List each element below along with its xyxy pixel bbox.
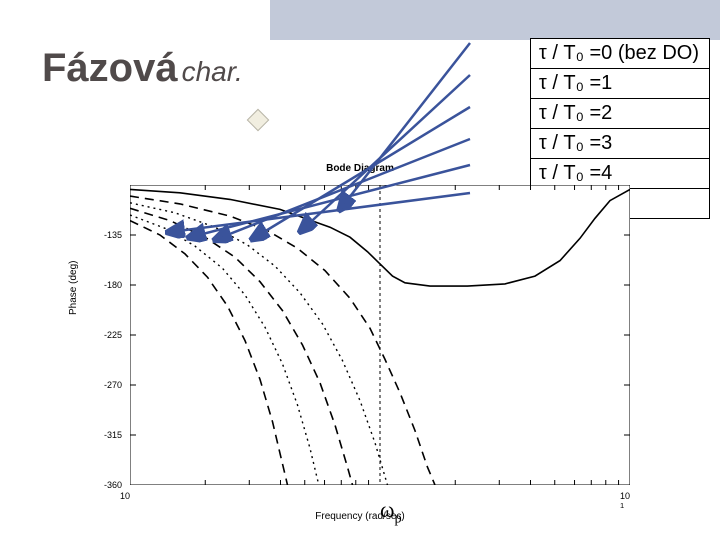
title-main: Fázová: [42, 46, 178, 90]
bode-chart: Bode Diagram Phase (deg) Frequency (rad/…: [60, 135, 660, 530]
x-tick: 10: [120, 491, 130, 501]
y-tick: -225: [92, 330, 122, 340]
y-tick: -315: [92, 430, 122, 440]
omega-symbol: ω: [380, 497, 394, 522]
y-tick: -270: [92, 380, 122, 390]
y-tick: -180: [92, 280, 122, 290]
top-band: [270, 0, 720, 40]
plot-box: -135-180-225-270-315-360 1010 1: [130, 185, 630, 485]
legend-row-1: τ / T₀ =1: [530, 69, 709, 99]
y-axis-label: Phase (deg): [68, 261, 79, 315]
decorative-diamond: [247, 109, 270, 132]
x-axis-label: Frequency (rad/sec): [60, 511, 660, 522]
omega-p-label: ωp: [380, 497, 402, 527]
legend-row-2: τ / T₀ =2: [530, 99, 709, 129]
chart-title: Bode Diagram: [60, 163, 660, 174]
omega-subscript: p: [394, 510, 401, 526]
page-title: Fázová char.: [42, 46, 243, 91]
plot-svg: [130, 185, 630, 485]
title-sub: char.: [182, 56, 243, 87]
x-tick: 10 1: [620, 491, 630, 514]
y-tick: -135: [92, 230, 122, 240]
y-tick: -360: [92, 480, 122, 490]
legend-row-0: τ / T₀ =0 (bez DO): [530, 39, 709, 69]
